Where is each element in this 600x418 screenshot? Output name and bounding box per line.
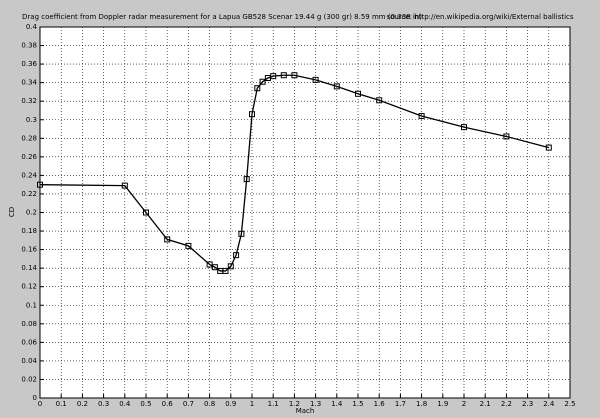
data-marker [37,181,43,188]
y-tick-label: 0.24 [21,171,37,179]
x-tick-label: 2.4 [543,400,555,408]
y-tick-label: 0.08 [21,320,37,328]
x-tick-label: 1 [250,400,254,408]
x-tick-label: 0.5 [140,400,151,408]
y-tick-label: 0.3 [26,116,37,124]
data-marker [164,236,171,243]
data-marker [418,113,425,120]
x-tick-label: 0.3 [98,400,109,408]
data-marker [249,111,255,118]
data-marker [211,264,218,271]
data-marker [227,263,234,270]
y-tick-label: 0.14 [21,264,37,272]
y-tick-label: 0.32 [21,97,37,105]
x-tick-label: 1.8 [416,400,427,408]
y-tick-label: 0.38 [21,42,37,50]
data-marker [503,133,510,140]
y-tick-label: 0.06 [21,338,37,346]
data-marker [376,97,383,104]
data-marker [259,78,266,85]
y-axis-label: CD [8,207,16,217]
chart-source: source: http://en.wikipedia.org/wiki/Ext… [386,13,573,21]
data-marker [233,252,240,259]
x-tick-label: 1.2 [289,400,300,408]
y-tick-label: 0.2 [26,209,37,217]
x-tick-label: 2.5 [564,400,575,408]
x-tick-label: 0.1 [56,400,67,408]
x-axis-label: Mach [296,407,315,415]
data-marker [291,72,298,79]
x-tick-label: 0.6 [162,400,174,408]
y-tick-label: 0.28 [21,134,37,142]
data-marker [121,182,128,189]
x-tick-label: 1.4 [331,400,343,408]
x-tick-label: 2.3 [522,400,533,408]
x-tick-label: 0.9 [225,400,236,408]
data-marker [238,230,245,237]
x-tick-label: 1.5 [352,400,363,408]
x-tick-label: 0.7 [183,400,194,408]
data-marker [270,73,277,80]
y-tick-label: 0.26 [21,153,37,161]
x-tick-label: 2.1 [480,400,491,408]
x-tick-label: 1.6 [374,400,386,408]
data-marker [254,85,261,92]
data-marker [333,83,340,90]
x-tick-label: 0.4 [119,400,131,408]
y-tick-label: 0 [33,394,37,402]
x-tick-label: 1.3 [310,400,321,408]
y-tick-label: 0.18 [21,227,37,235]
y-tick-label: 0.1 [26,301,37,309]
x-tick-label: 1.1 [268,400,279,408]
data-marker [143,209,149,216]
data-marker [243,176,250,183]
data-line [39,74,549,272]
y-tick-label: 0.02 [21,375,37,383]
y-tick-label: 0.04 [21,357,37,365]
x-tick-label: 0.8 [204,400,215,408]
y-tick-label: 0.22 [21,190,37,198]
data-marker [185,242,192,249]
x-tick-label: 0.2 [77,400,88,408]
y-tick-label: 0.36 [21,60,37,68]
y-tick-label: 0.4 [26,23,38,31]
data-marker [280,72,287,79]
data-marker [461,124,467,131]
y-tick-label: 0.34 [21,79,37,87]
x-tick-label: 0 [38,400,42,408]
x-tick-label: 1.7 [395,400,406,408]
data-marker [312,76,319,83]
y-tick-label: 0.16 [21,246,37,254]
chart-title: Drag coefficient from Doppler radar meas… [22,13,422,21]
data-marker [222,267,229,274]
x-tick-label: 2 [462,400,466,408]
data-marker [545,144,552,151]
x-tick-label: 1.9 [437,400,448,408]
data-marker [355,90,361,97]
y-tick-label: 0.12 [21,283,37,291]
x-tick-label: 2.2 [501,400,512,408]
